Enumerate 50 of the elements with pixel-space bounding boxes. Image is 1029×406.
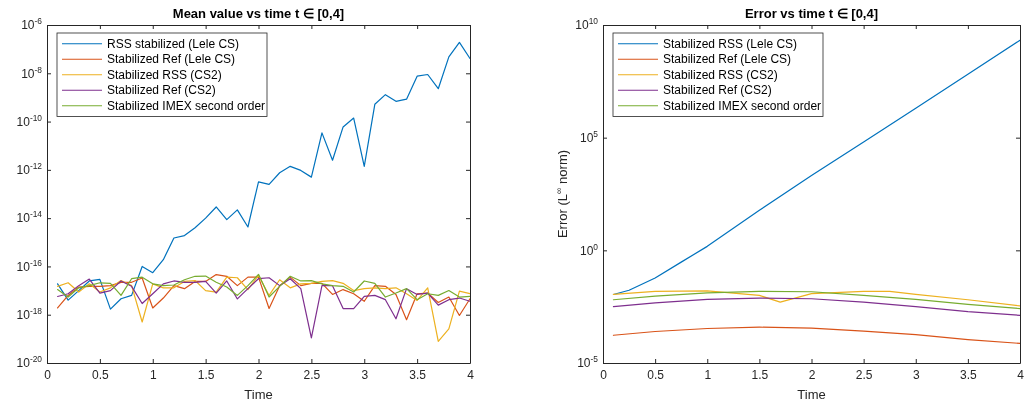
line-series <box>56 273 470 301</box>
line-series <box>56 41 470 310</box>
y-tick-label: 10$^{5}$ <box>579 129 599 146</box>
legend-label: Stabilized RSS (CS2) <box>107 67 222 82</box>
y-tick-label: 10$^{-18}$ <box>16 306 43 323</box>
legend-label: Stabilized RSS (CS2) <box>663 67 778 82</box>
y-tick-label: 10$^{-16}$ <box>16 257 43 274</box>
x-tick-label: 4 <box>467 367 475 382</box>
x-tick-label: 0.5 <box>647 367 665 382</box>
y-tick-label: 10$^{-10}$ <box>16 112 43 129</box>
y-tick-label: 10$^{-14}$ <box>16 209 43 226</box>
legend-label: Stabilized IMEX second order <box>663 98 822 113</box>
legend-label: RSS stabilized (Lele CS) <box>107 36 240 51</box>
x-tick-label: 1.5 <box>197 367 215 382</box>
legend-label: Stabilized Ref (CS2) <box>663 83 772 98</box>
x-tick-label: 3.5 <box>960 367 978 382</box>
x-tick-label: 0 <box>44 367 52 382</box>
line-series <box>612 297 1020 316</box>
y-tick-label: 10$^{-8}$ <box>21 64 43 81</box>
x-tick-label: 1 <box>149 367 157 382</box>
x-axis-title: Time <box>797 387 826 402</box>
line-series <box>612 326 1020 345</box>
x-tick-label: 2.5 <box>855 367 873 382</box>
chart-title: Mean value vs time t ∈ [0,4] <box>172 6 345 21</box>
y-tick-label: 10$^{0}$ <box>579 241 599 258</box>
line-series <box>56 273 470 321</box>
y-tick-label: 10$^{-6}$ <box>21 16 43 33</box>
x-tick-label: 1.5 <box>751 367 769 382</box>
legend-label: Stabilized IMEX second order <box>107 98 266 113</box>
x-axis-title: Time <box>244 387 273 402</box>
x-tick-label: 2 <box>808 367 816 382</box>
y-tick-label: 10$^{10}$ <box>575 16 599 33</box>
y-tick-label: 10$^{-5}$ <box>577 354 599 371</box>
x-tick-label: 3.5 <box>409 367 427 382</box>
x-tick-label: 3 <box>912 367 920 382</box>
legend-label: Stabilized RSS (Lele CS) <box>663 36 798 51</box>
y-tick-label: 10$^{-12}$ <box>16 161 43 178</box>
x-tick-label: 2.5 <box>303 367 321 382</box>
legend-label: Stabilized Ref (Lele CS) <box>107 52 236 67</box>
x-tick-label: 1 <box>704 367 712 382</box>
chart-title: Error vs time t ∈ [0,4] <box>744 6 879 21</box>
x-tick-label: 0.5 <box>92 367 110 382</box>
x-tick-label: 2 <box>255 367 263 382</box>
line-series <box>612 39 1020 296</box>
legend-label: Stabilized Ref (CS2) <box>107 83 216 98</box>
legend-label: Stabilized Ref (Lele CS) <box>663 52 792 67</box>
x-tick-label: 4 <box>1017 367 1025 382</box>
y-tick-label: 10$^{-20}$ <box>16 354 43 371</box>
x-tick-label: 0 <box>600 367 608 382</box>
x-tick-label: 3 <box>361 367 369 382</box>
